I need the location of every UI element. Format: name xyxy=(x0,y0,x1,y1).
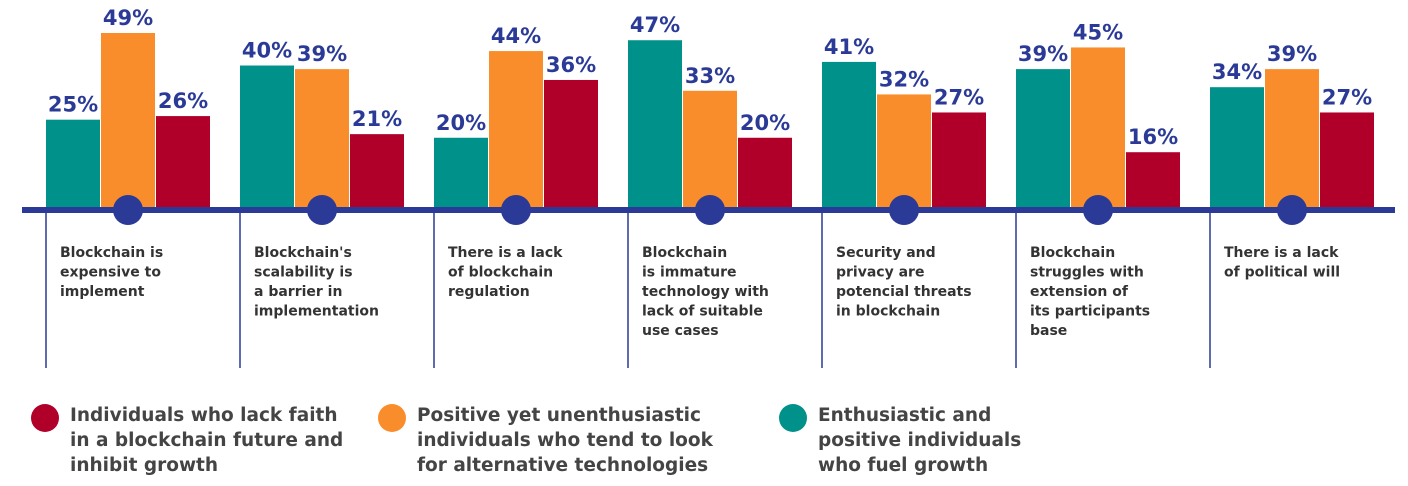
marker-dot xyxy=(1083,195,1113,225)
category-label: expensive to xyxy=(60,265,161,281)
bar xyxy=(1210,87,1264,210)
category-label: use cases xyxy=(642,323,719,339)
bar xyxy=(932,112,986,210)
category-label: potencial threats xyxy=(836,284,972,300)
bar xyxy=(101,33,155,210)
marker-dot xyxy=(889,195,919,225)
value-label: 49% xyxy=(103,6,153,30)
bar xyxy=(350,134,404,210)
bar xyxy=(156,116,210,210)
marker-dot xyxy=(113,195,143,225)
category-label: There is a lack xyxy=(1224,245,1339,261)
value-label: 33% xyxy=(685,64,735,88)
bar xyxy=(683,90,737,210)
value-label: 21% xyxy=(352,107,402,131)
value-label: 44% xyxy=(491,24,541,48)
category-label: in blockchain xyxy=(836,304,940,320)
value-label: 39% xyxy=(297,42,347,66)
bar xyxy=(738,137,792,210)
category-label: Blockchain xyxy=(642,245,727,261)
value-label: 16% xyxy=(1128,125,1178,149)
bar xyxy=(1265,69,1319,210)
value-label: 32% xyxy=(879,67,929,91)
legend-swatch xyxy=(31,404,59,432)
value-label: 26% xyxy=(158,89,208,113)
category-label: struggles with xyxy=(1030,265,1144,281)
bar xyxy=(822,61,876,210)
category-label: base xyxy=(1030,323,1067,339)
category-label: its participants xyxy=(1030,304,1150,320)
bar xyxy=(46,119,100,210)
bar xyxy=(1126,152,1180,210)
category-label: lack of suitable xyxy=(642,304,763,320)
category-label: of political will xyxy=(1224,265,1340,281)
bar xyxy=(240,65,294,211)
marker-dot xyxy=(1277,195,1307,225)
category-label: Blockchain's xyxy=(254,245,352,261)
category-label: extension of xyxy=(1030,284,1129,300)
category-label: a barrier in xyxy=(254,284,342,300)
bar xyxy=(295,69,349,210)
category-label: implementation xyxy=(254,304,379,320)
value-label: 39% xyxy=(1018,42,1068,66)
bar xyxy=(628,40,682,211)
bar xyxy=(1071,47,1125,211)
legend-swatch xyxy=(779,404,807,432)
value-label: 40% xyxy=(242,39,292,63)
category-label: is immature xyxy=(642,265,737,281)
value-label: 20% xyxy=(436,111,486,135)
bar xyxy=(489,51,543,211)
bar xyxy=(1016,69,1070,210)
category-label: implement xyxy=(60,284,145,300)
category-label: Security and xyxy=(836,245,936,261)
category-label: technology with xyxy=(642,284,769,300)
category-label: of blockchain xyxy=(448,265,553,281)
category-label: Blockchain xyxy=(1030,245,1115,261)
bar xyxy=(544,79,598,210)
category-label: privacy are xyxy=(836,265,924,281)
marker-dot xyxy=(695,195,725,225)
value-label: 41% xyxy=(824,35,874,59)
value-label: 27% xyxy=(1322,85,1372,109)
category-label: Blockchain is xyxy=(60,245,163,261)
value-label: 27% xyxy=(934,85,984,109)
legend-label: Enthusiastic and positive individuals wh… xyxy=(818,405,1022,476)
value-label: 25% xyxy=(48,93,98,117)
marker-dot xyxy=(307,195,337,225)
value-label: 36% xyxy=(546,53,596,77)
legend-swatch xyxy=(378,404,406,432)
value-label: 47% xyxy=(630,13,680,37)
value-label: 20% xyxy=(740,111,790,135)
bar xyxy=(1320,112,1374,210)
bar xyxy=(434,137,488,210)
category-label: There is a lack xyxy=(448,245,563,261)
bar xyxy=(877,94,931,210)
legend-label: Individuals who lack faith in a blockcha… xyxy=(70,405,344,476)
value-label: 45% xyxy=(1073,20,1123,44)
value-label: 39% xyxy=(1267,42,1317,66)
legend-label: Positive yet unenthusiastic individuals … xyxy=(417,405,713,476)
value-label: 34% xyxy=(1212,60,1262,84)
marker-dot xyxy=(501,195,531,225)
category-label: scalability is xyxy=(254,265,353,281)
category-label: regulation xyxy=(448,284,530,300)
